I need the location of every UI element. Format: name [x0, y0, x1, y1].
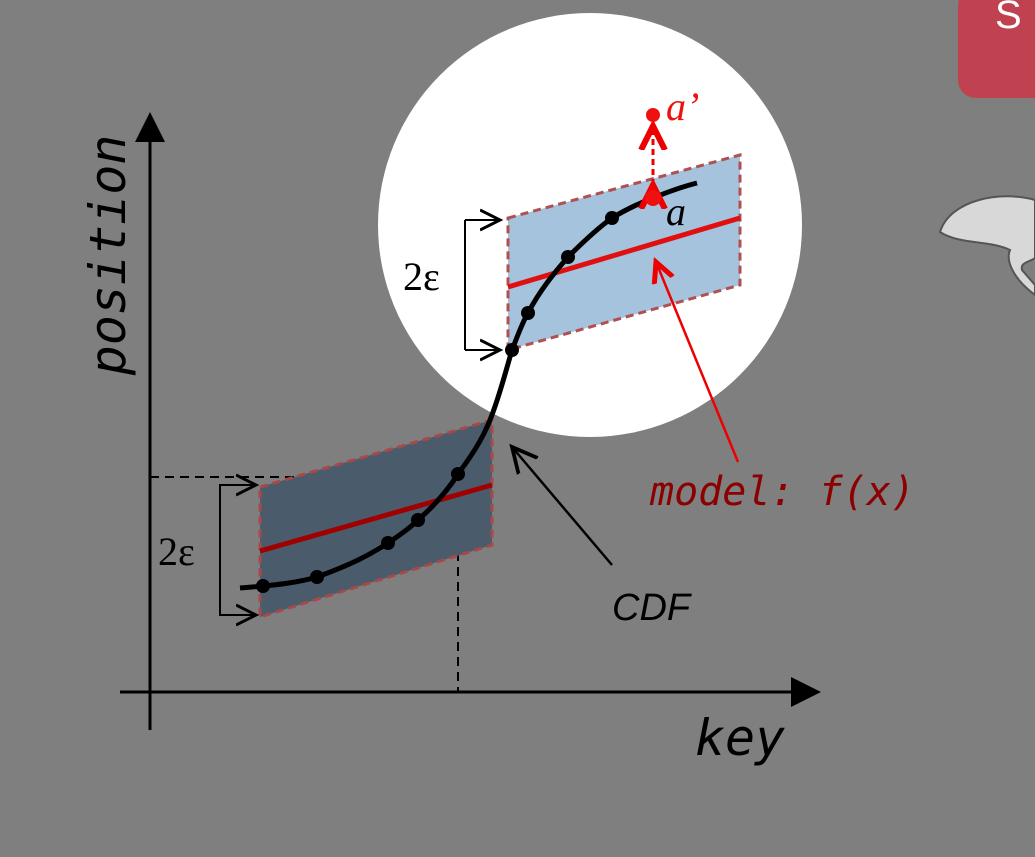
- point-a-prime: [646, 108, 660, 122]
- slide: S position key a a’ 2ε 2ε model: f(x) CD…: [0, 0, 1035, 857]
- corner-tab-text: S: [995, 0, 1022, 37]
- page: S position key a a’ 2ε 2ε model: f(x) CD…: [0, 0, 1035, 857]
- model-label: model: f(x): [649, 469, 915, 515]
- label-a-prime: a’: [666, 84, 699, 129]
- y-axis-label: position: [79, 135, 137, 377]
- label-a: a: [666, 189, 686, 234]
- point-a: [645, 190, 661, 206]
- upper-error-label: 2ε: [403, 254, 440, 299]
- cdf-label: CDF: [612, 587, 692, 629]
- x-axis-label: key: [695, 709, 785, 767]
- lower-error-label: 2ε: [158, 529, 195, 574]
